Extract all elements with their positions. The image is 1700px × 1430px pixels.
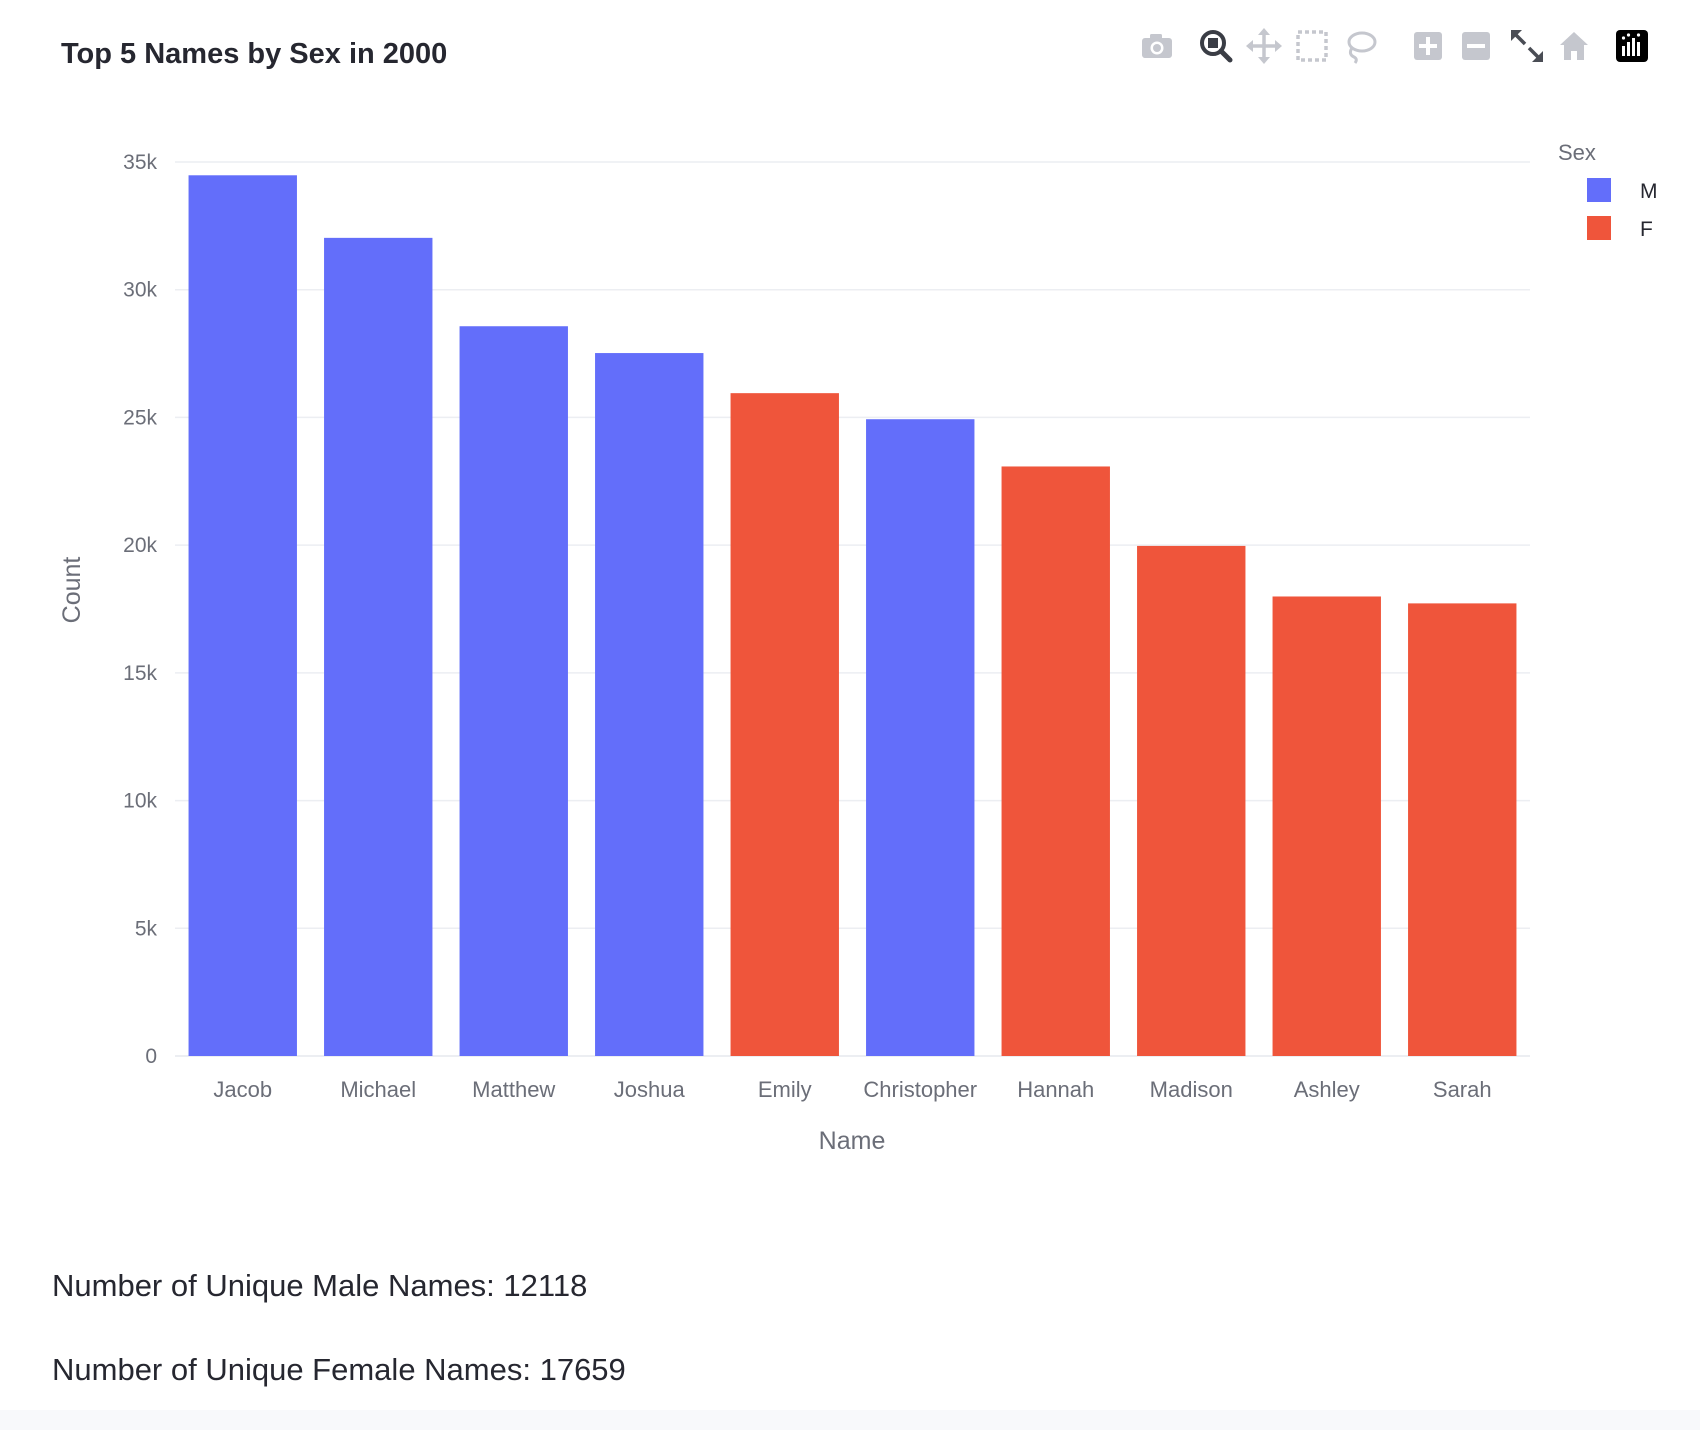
legend-items[interactable]: MF (1587, 178, 1658, 241)
footer-strip (0, 1410, 1700, 1430)
y-axis-title: Count (58, 557, 86, 624)
autoscale-icon[interactable] (1505, 24, 1549, 68)
bar-madison[interactable] (1137, 545, 1246, 1056)
box-select-icon[interactable] (1290, 24, 1334, 68)
reset-axes-icon[interactable] (1552, 24, 1596, 68)
x-tick-label: Christopher (863, 1077, 977, 1102)
x-tick-label: Hannah (1017, 1077, 1094, 1102)
bar-sarah[interactable] (1408, 603, 1517, 1056)
x-tick-label: Matthew (472, 1077, 555, 1102)
y-tick-label: 30k (123, 279, 157, 302)
y-tick-label: 0 (145, 1045, 157, 1068)
x-tick-label: Michael (340, 1077, 416, 1102)
y-tick-label: 20k (123, 534, 157, 557)
x-tick-label: Emily (758, 1077, 812, 1102)
bar-joshua[interactable] (595, 353, 704, 1057)
x-tick-label: Madison (1150, 1077, 1233, 1102)
x-axis-title: Name (819, 1127, 886, 1155)
bar-christopher[interactable] (866, 419, 975, 1057)
y-tick-labels: 0 5k 10k 15k 20k 25k 30k 35k (123, 151, 157, 1068)
chart-modebar (1120, 24, 1680, 68)
lasso-icon[interactable] (1338, 24, 1382, 68)
zoom-in-icon[interactable] (1406, 24, 1450, 68)
x-tick-label: Ashley (1294, 1077, 1360, 1102)
x-tick-label: Jacob (213, 1077, 272, 1102)
bars[interactable] (188, 175, 1517, 1057)
bar-emily[interactable] (730, 393, 839, 1057)
x-tick-label: Sarah (1433, 1077, 1492, 1102)
x-tick-label: Joshua (614, 1077, 686, 1102)
chart-title: Top 5 Names by Sex in 2000 (61, 38, 448, 70)
x-tick-labels: Jacob Michael Matthew Joshua Emily Christophe… (213, 1077, 1491, 1102)
bar-matthew[interactable] (459, 326, 568, 1056)
bar-chart[interactable]: 0 5k 10k 15k 20k 25k 30k 35k Jacob Michael Matthe… (0, 0, 1700, 1180)
y-tick-label: 25k (123, 406, 157, 429)
y-tick-label: 10k (123, 790, 157, 813)
camera-icon[interactable] (1135, 24, 1179, 68)
bar-michael[interactable] (324, 237, 433, 1056)
unique-female-names-text: Number of Unique Female Names: 17659 (52, 1352, 626, 1387)
bar-jacob[interactable] (188, 175, 297, 1056)
pan-icon[interactable] (1242, 24, 1286, 68)
y-tick-label: 5k (135, 917, 158, 940)
plotly-logo-icon[interactable] (1610, 24, 1654, 68)
legend-label[interactable]: M (1640, 180, 1658, 203)
zoom-icon[interactable] (1194, 24, 1238, 68)
chart-card: 0 5k 10k 15k 20k 25k 30k 35k Jacob Michael Matthe… (0, 0, 1700, 1180)
legend-label[interactable]: F (1640, 218, 1653, 241)
legend[interactable]: Sex MF (1558, 140, 1658, 241)
unique-male-names-text: Number of Unique Male Names: 12118 (52, 1268, 588, 1303)
y-tick-label: 15k (123, 662, 157, 685)
zoom-out-icon[interactable] (1454, 24, 1498, 68)
legend-swatch[interactable] (1587, 178, 1611, 202)
bar-ashley[interactable] (1272, 596, 1381, 1056)
legend-title: Sex (1558, 140, 1596, 165)
bar-hannah[interactable] (1001, 466, 1110, 1057)
legend-swatch[interactable] (1587, 216, 1611, 240)
y-tick-label: 35k (123, 151, 157, 174)
